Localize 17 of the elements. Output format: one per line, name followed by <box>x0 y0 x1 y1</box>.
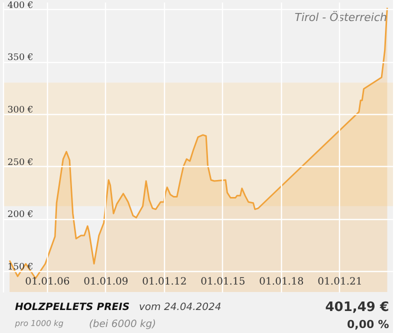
text: HOLZPELLETS PREIS <box>15 302 130 313</box>
y-tick-label: 250 € <box>8 158 34 168</box>
text: vom 24.04.2024 <box>139 302 222 313</box>
y-tick-label: 300 € <box>8 106 34 116</box>
x-tick-label: 01.01.09 <box>84 276 128 288</box>
x-tick-label: 01.01.06 <box>25 276 70 288</box>
y-tick-label: 200 € <box>8 210 34 220</box>
text: (bei 6000 kg) <box>89 319 156 330</box>
y-tick-label: 350 € <box>8 53 34 64</box>
text: 0,00 % <box>347 318 389 331</box>
text: pro 1000 kg <box>14 319 64 328</box>
x-tick-label: 01.01.15 <box>200 276 246 288</box>
x-tick-label: 01.01.21 <box>318 276 362 288</box>
x-tick-label: 01.01.12 <box>142 276 187 288</box>
x-tick-label: 01.01.18 <box>259 276 304 288</box>
y-tick-label: 400 € <box>8 0 34 11</box>
text: 401,49 € <box>325 300 389 315</box>
